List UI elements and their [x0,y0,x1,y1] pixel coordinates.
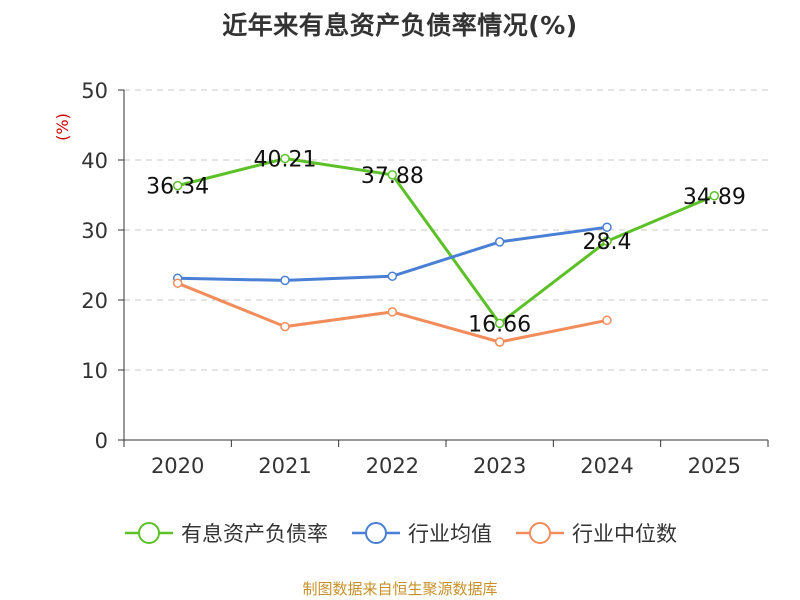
legend-marker [352,522,400,544]
y-axis-label: (%) [53,113,72,141]
gridlines [124,89,768,371]
x-tick-label: 2023 [473,454,526,478]
data-label: 37.88 [361,164,424,189]
x-tick-label: 2025 [688,454,741,478]
data-point [602,222,612,232]
y-tick-label: 0 [95,429,108,453]
data-point [280,321,290,332]
y-tick-label: 30 [81,219,108,243]
data-point [709,191,720,201]
x-tick-label: 2024 [580,454,633,478]
data-point [172,278,183,288]
y-tick-label: 20 [81,289,108,313]
axes: 0 10 20 30 40 50 2020 2021 2022 2023 2024 2025 (%) [53,79,769,478]
chart-title: 近年来有息资产负债率情况(%) [222,11,578,40]
legend-marker [516,522,564,544]
data-labels: 36.34 40.21 37.88 16.66 28.4 34.89 [146,148,746,338]
data-label: 28.4 [583,230,632,255]
legend-label: 行业中位数 [572,522,677,546]
data-point [387,271,398,281]
y-tick-label: 50 [81,79,108,103]
data-label: 40.21 [254,148,317,173]
x-tick-label: 2022 [366,454,419,478]
data-point [494,318,505,329]
data-label: 36.34 [146,175,209,200]
legend-item[interactable]: 行业均值 [350,518,492,548]
legend: 有息资产负债率 行业均值 行业中位数 [0,518,800,548]
data-point [494,237,505,247]
data-label: 16.66 [468,312,531,337]
data-point [387,170,398,180]
series-line [177,157,715,325]
x-tick-label: 2020 [151,454,204,478]
x-tick-label: 2021 [258,454,311,478]
y-tick-label: 10 [81,359,108,383]
data-point [280,153,290,164]
legend-label: 有息资产负债率 [181,522,328,546]
source-note: 制图数据来自恒生聚源数据库 [302,580,498,598]
legend-item[interactable]: 行业中位数 [514,518,677,548]
legend-label: 行业均值 [408,522,492,546]
series-lines [172,153,720,347]
data-point [494,337,505,347]
data-point [172,180,183,191]
data-point [387,307,398,317]
data-point [602,315,612,326]
data-point [280,275,290,286]
legend-marker [125,522,173,544]
data-point [602,236,612,246]
y-tick-label: 40 [81,149,108,173]
legend-item[interactable]: 有息资产负债率 [123,518,328,548]
data-label: 34.89 [683,185,746,210]
